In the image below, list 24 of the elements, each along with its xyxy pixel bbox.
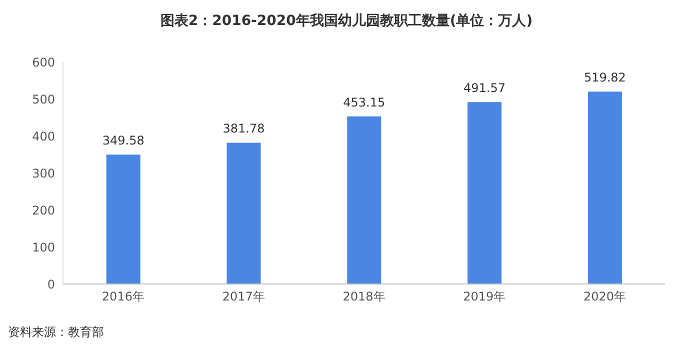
data-label: 349.58 (102, 134, 144, 148)
y-tick-label: 100 (32, 240, 55, 254)
bar (347, 116, 382, 284)
y-tick-label: 0 (47, 277, 55, 292)
x-tick-label: 2019年 (463, 290, 506, 304)
x-tick-label: 2016年 (102, 290, 144, 304)
data-label: 491.57 (464, 81, 506, 96)
data-label: 381.78 (222, 122, 265, 136)
y-tick-label: 400 (32, 129, 55, 144)
bar (468, 102, 502, 284)
y-tick-label: 300 (32, 166, 55, 180)
bar (226, 142, 261, 284)
data-label: 453.15 (343, 95, 386, 110)
y-tick-label: 600 (32, 55, 55, 70)
x-tick-label: 2017年 (222, 290, 265, 304)
bar (106, 154, 140, 284)
chart-title: 图表2：2016-2020年我国幼儿园教职工数量(单位：万人) (159, 12, 534, 31)
text: 资料来源：教育部 (8, 325, 104, 339)
x-tick-label: 2020年 (584, 290, 626, 304)
bar (588, 92, 622, 284)
y-tick-label: 500 (32, 92, 55, 106)
data-label: 519.82 (584, 70, 626, 85)
x-tick-label: 2018年 (342, 290, 386, 304)
y-tick-label: 200 (32, 203, 55, 218)
